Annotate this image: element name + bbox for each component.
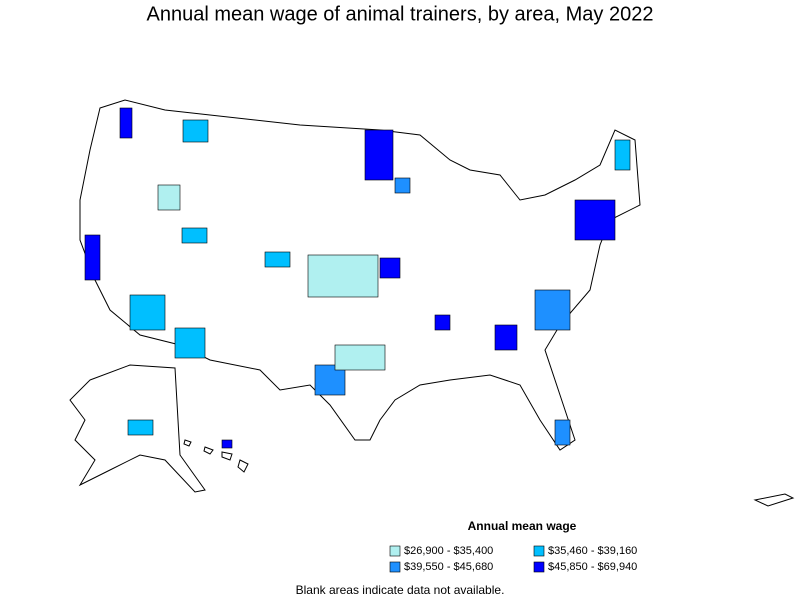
area <box>84 234 101 281</box>
area <box>174 327 206 359</box>
area <box>574 199 616 241</box>
area <box>494 324 518 351</box>
puerto-rico <box>753 493 795 507</box>
map <box>69 99 795 507</box>
legend-swatch <box>389 561 401 573</box>
area <box>394 177 411 194</box>
legend-label: $35,460 - $39,160 <box>548 545 637 557</box>
legend-label: $45,850 - $69,940 <box>548 561 637 573</box>
area <box>379 257 401 279</box>
area <box>127 419 154 436</box>
map-title: Annual mean wage of animal trainers, by … <box>147 3 654 25</box>
area <box>534 289 571 331</box>
area <box>129 294 166 331</box>
area <box>221 439 233 449</box>
legend: $26,900 - $35,400 $35,460 - $39,160 $39,55… <box>389 545 637 573</box>
area <box>264 251 291 268</box>
legend-title: Annual mean wage <box>468 519 577 533</box>
area <box>334 344 386 371</box>
area <box>181 227 208 244</box>
legend-swatch <box>533 545 545 557</box>
area <box>434 314 451 331</box>
legend-swatch <box>389 545 401 557</box>
hawaii <box>183 439 249 473</box>
area <box>307 254 379 298</box>
area <box>614 139 631 171</box>
area <box>182 119 209 143</box>
area <box>119 107 133 139</box>
legend-label: $39,550 - $45,680 <box>404 561 493 573</box>
area <box>157 184 181 211</box>
legend-label: $26,900 - $35,400 <box>404 545 493 557</box>
wage-areas <box>84 107 631 449</box>
legend-swatch <box>533 561 545 573</box>
area <box>554 419 571 446</box>
area <box>364 129 394 181</box>
footnote: Blank areas indicate data not available. <box>296 583 505 597</box>
